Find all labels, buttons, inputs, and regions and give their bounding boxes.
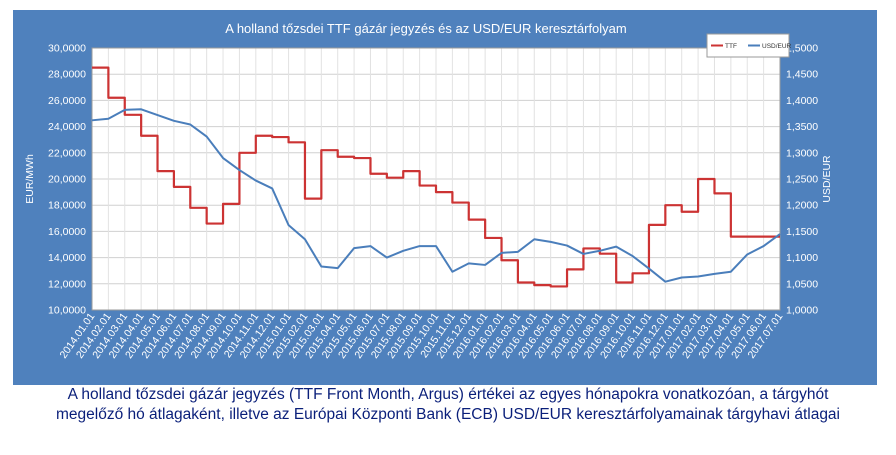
y-tick-label-left: 24,0000	[48, 121, 86, 133]
y-tick-label-left: 20,0000	[48, 174, 86, 186]
legend-label: TTF	[725, 43, 737, 50]
y-tick-label-right: 1,3000	[786, 147, 818, 159]
y-tick-label-left: 28,0000	[48, 69, 86, 81]
y-tick-label-right: 1,3500	[786, 121, 818, 133]
figure-caption: A holland tőzsdei gázár jegyzés (TTF Fro…	[0, 385, 896, 425]
y-tick-label-right: 1,4500	[786, 69, 818, 81]
chart-container: 10,0000 1,0000 12,0000 1,0500 14,0000 1,1000 1…	[13, 10, 877, 385]
series-line-usd-eur	[91, 108, 781, 283]
y-tick-label-right: 1,0500	[786, 278, 818, 290]
chart-title: A holland tőzsdei TTF gázár jegyzés és a…	[225, 21, 626, 36]
y-tick-label-right: 1,2500	[786, 174, 818, 186]
y-tick-label-right: 1,1500	[786, 226, 818, 238]
legend-label: USD/EUR	[762, 43, 792, 50]
series-line-ttf	[92, 66, 780, 288]
y-tick-label-left: 18,0000	[48, 200, 86, 212]
y-tick-label-right: 1,2000	[786, 200, 818, 212]
y-tick-label-left: 30,0000	[48, 43, 86, 55]
y-tick-label-left: 14,0000	[48, 252, 86, 264]
caption-line-1: A holland tőzsdei gázár jegyzés (TTF Fro…	[67, 386, 829, 403]
plot-border	[91, 47, 781, 311]
caption-line-2: megelőző hó átlagaként, illetve az Európ…	[56, 406, 840, 423]
y-axis-label-left: EUR/MWh	[24, 154, 36, 204]
y-tick-label-right: 1,0000	[786, 305, 818, 317]
y-tick-label-left: 16,0000	[48, 226, 86, 238]
y-tick-label-left: 12,0000	[48, 278, 86, 290]
chart-svg: 10,0000 1,0000 12,0000 1,0500 14,0000 1,1000 1…	[13, 10, 877, 385]
y-tick-label-right: 1,1000	[786, 252, 818, 264]
y-axis-label-right: USD/EUR	[821, 155, 833, 203]
y-tick-label-right: 1,5000	[786, 43, 818, 55]
y-tick-label-right: 1,4000	[786, 95, 818, 107]
y-tick-label-left: 26,0000	[48, 95, 86, 107]
y-tick-label-left: 10,0000	[48, 305, 86, 317]
y-tick-label-left: 22,0000	[48, 147, 86, 159]
